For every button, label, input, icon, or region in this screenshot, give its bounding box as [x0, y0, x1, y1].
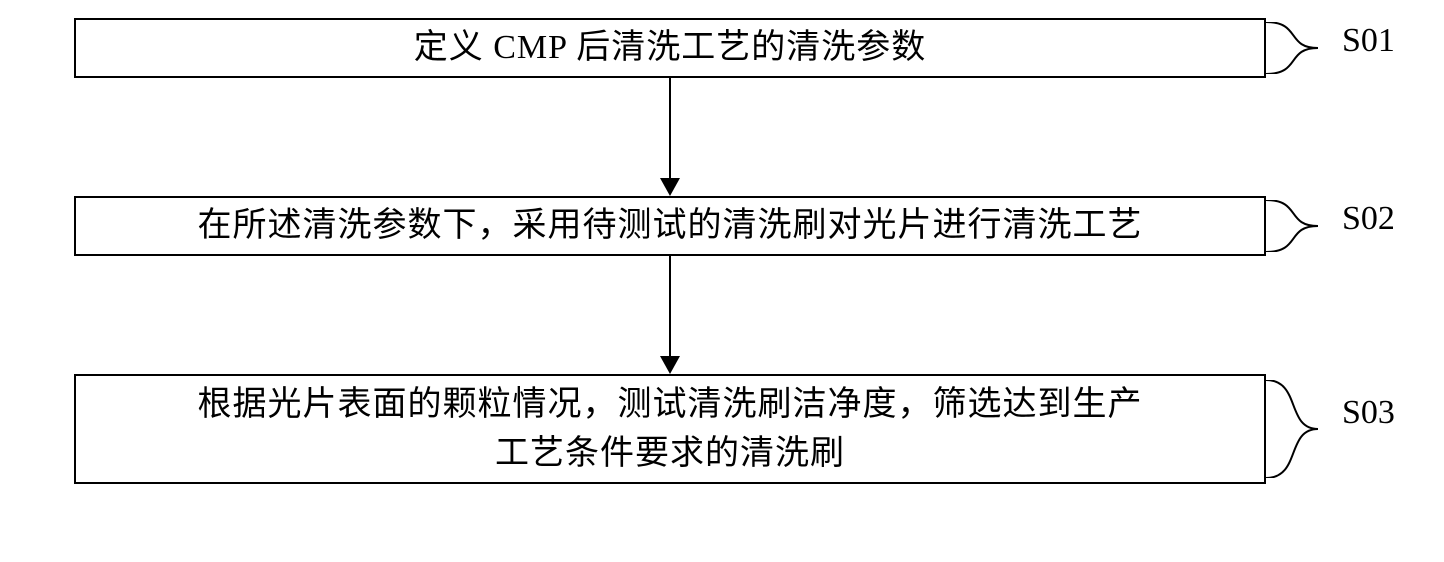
step-box-s01: 定义 CMP 后清洗工艺的清洗参数 — [74, 18, 1266, 78]
flowchart-canvas: 定义 CMP 后清洗工艺的清洗参数 S01 在所述清洗参数下，采用待测试的清洗刷… — [0, 0, 1444, 562]
brace-s01 — [1266, 22, 1336, 74]
step-text-s01-pre: 定义 — [414, 29, 484, 66]
step-text-s03-line2: 工艺条件要求的清洗刷 — [495, 435, 845, 472]
brace-s03 — [1266, 380, 1336, 478]
step-text-s01-latin: CMP — [484, 29, 577, 66]
step-box-s02: 在所述清洗参数下，采用待测试的清洗刷对光片进行清洗工艺 — [74, 196, 1266, 256]
step-box-s03: 根据光片表面的颗粒情况，测试清洗刷洁净度，筛选达到生产 工艺条件要求的清洗刷 — [74, 374, 1266, 484]
step-text-s01-post: 后清洗工艺的清洗参数 — [576, 29, 926, 66]
arrow-s02-s03 — [650, 256, 690, 374]
step-label-s02: S02 — [1342, 200, 1395, 238]
step-text-s03: 根据光片表面的颗粒情况，测试清洗刷洁净度，筛选达到生产 工艺条件要求的清洗刷 — [178, 376, 1163, 483]
brace-s02 — [1266, 200, 1336, 252]
step-text-s03-line1: 根据光片表面的颗粒情况，测试清洗刷洁净度，筛选达到生产 — [198, 386, 1143, 423]
arrow-s01-s02 — [650, 78, 690, 196]
step-text-s01: 定义 CMP 后清洗工艺的清洗参数 — [394, 19, 947, 76]
step-label-s01: S01 — [1342, 22, 1395, 60]
step-label-s03: S03 — [1342, 394, 1395, 432]
step-text-s02: 在所述清洗参数下，采用待测试的清洗刷对光片进行清洗工艺 — [178, 197, 1163, 254]
